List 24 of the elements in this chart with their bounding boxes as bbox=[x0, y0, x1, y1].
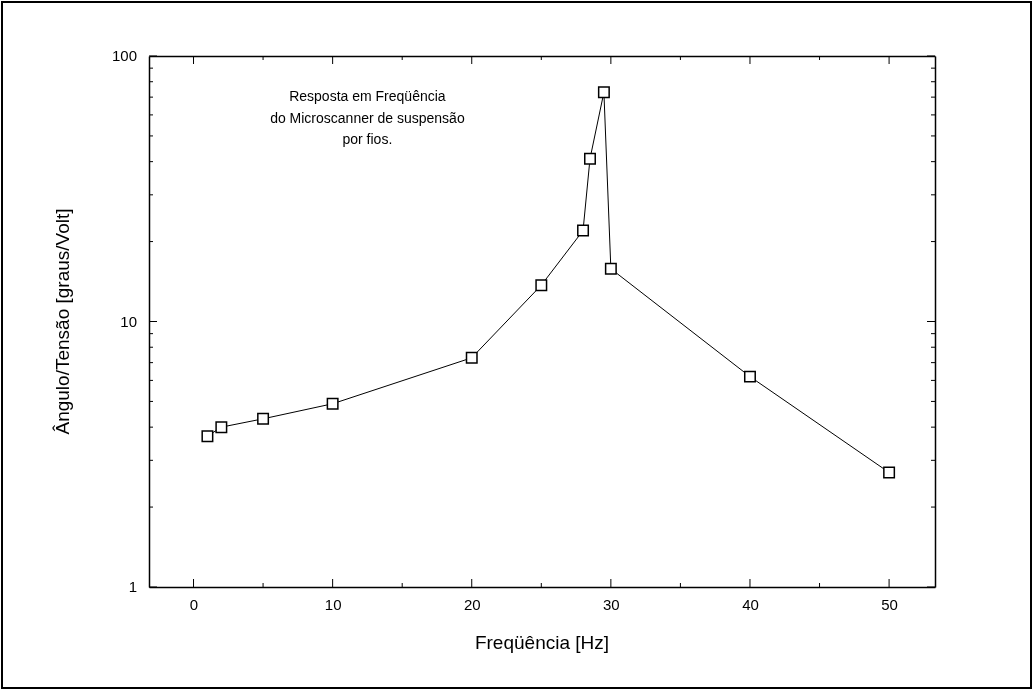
y-tick-label: 10 bbox=[120, 312, 137, 330]
point bbox=[326, 397, 339, 410]
point bbox=[215, 421, 228, 434]
point bbox=[201, 430, 214, 443]
point bbox=[743, 370, 756, 383]
y-tick-label: 100 bbox=[111, 47, 137, 65]
point bbox=[584, 152, 596, 165]
y-tick-label: 1 bbox=[128, 578, 137, 596]
point bbox=[577, 224, 590, 237]
x-tick-label: 50 bbox=[881, 595, 898, 613]
point bbox=[465, 351, 478, 364]
annotation: Resposta em Freqüência do Microscanner de suspensão por fios. bbox=[270, 88, 465, 148]
point bbox=[535, 279, 548, 292]
y-axis-title: Ângulo/Tensão [graus/Volt] bbox=[52, 208, 73, 435]
point bbox=[883, 466, 896, 479]
x-tick-label: 10 bbox=[324, 595, 342, 613]
x-tick-label: 20 bbox=[463, 595, 481, 613]
point bbox=[604, 262, 617, 275]
point bbox=[257, 412, 270, 425]
x-tick-label: 30 bbox=[603, 595, 620, 613]
point bbox=[597, 86, 610, 99]
x-tick-label: 0 bbox=[189, 595, 199, 613]
x-axis-title: Freqüência [Hz] bbox=[474, 632, 610, 653]
x-tick-label: 40 bbox=[742, 595, 759, 613]
